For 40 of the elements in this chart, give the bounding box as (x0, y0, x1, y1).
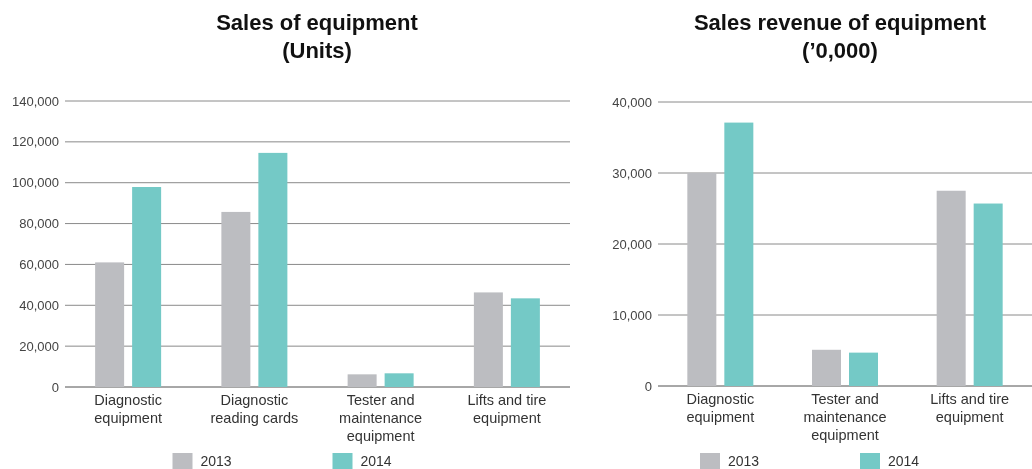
bar (510, 298, 540, 387)
legend-label: 2014 (360, 453, 392, 469)
legend-label: 2013 (728, 453, 760, 469)
y-tick-label: 140,000 (12, 93, 59, 109)
bar (473, 292, 503, 387)
y-tick-label: 0 (644, 378, 652, 394)
x-tick-label: Diagnostic equipment (686, 391, 755, 425)
bar (347, 374, 377, 387)
x-tick-label: Lifts and tire equipment (467, 392, 547, 426)
y-tick-label: 30,000 (612, 165, 652, 181)
x-tick-label: Lifts and tire equipment (930, 391, 1010, 425)
bar (95, 262, 125, 387)
y-tick-label: 80,000 (19, 216, 59, 232)
y-tick-label: 100,000 (12, 175, 59, 191)
legend-label: 2013 (200, 453, 232, 469)
y-tick-label: 60,000 (19, 256, 59, 272)
x-tick-label: Diagnostic equipment (94, 392, 162, 426)
bar (221, 211, 251, 387)
bar (936, 190, 966, 386)
y-tick-label: 20,000 (612, 236, 652, 252)
bar (258, 152, 288, 387)
bar (687, 173, 717, 386)
chart-title: Sales revenue of equipment (’0,000) (693, 10, 987, 63)
bar (849, 352, 878, 386)
bar (384, 373, 414, 387)
x-tick-label: Tester and maintenance equipment (339, 392, 423, 444)
y-tick-label: 40,000 (19, 297, 59, 313)
bar (724, 122, 754, 386)
y-tick-label: 10,000 (612, 307, 652, 323)
bar (132, 187, 162, 387)
bar (973, 203, 1003, 386)
chart-title: Sales of equipment (Units) (216, 10, 419, 63)
x-tick-label: Tester and maintenance equipment (803, 391, 887, 443)
x-tick-label: Diagnostic reading cards (210, 392, 299, 426)
legend-label: 2014 (888, 453, 920, 469)
bar (812, 349, 841, 386)
y-tick-label: 20,000 (19, 338, 59, 354)
y-tick-label: 120,000 (12, 134, 59, 150)
y-tick-label: 40,000 (612, 94, 652, 110)
y-tick-label: 0 (51, 379, 59, 395)
